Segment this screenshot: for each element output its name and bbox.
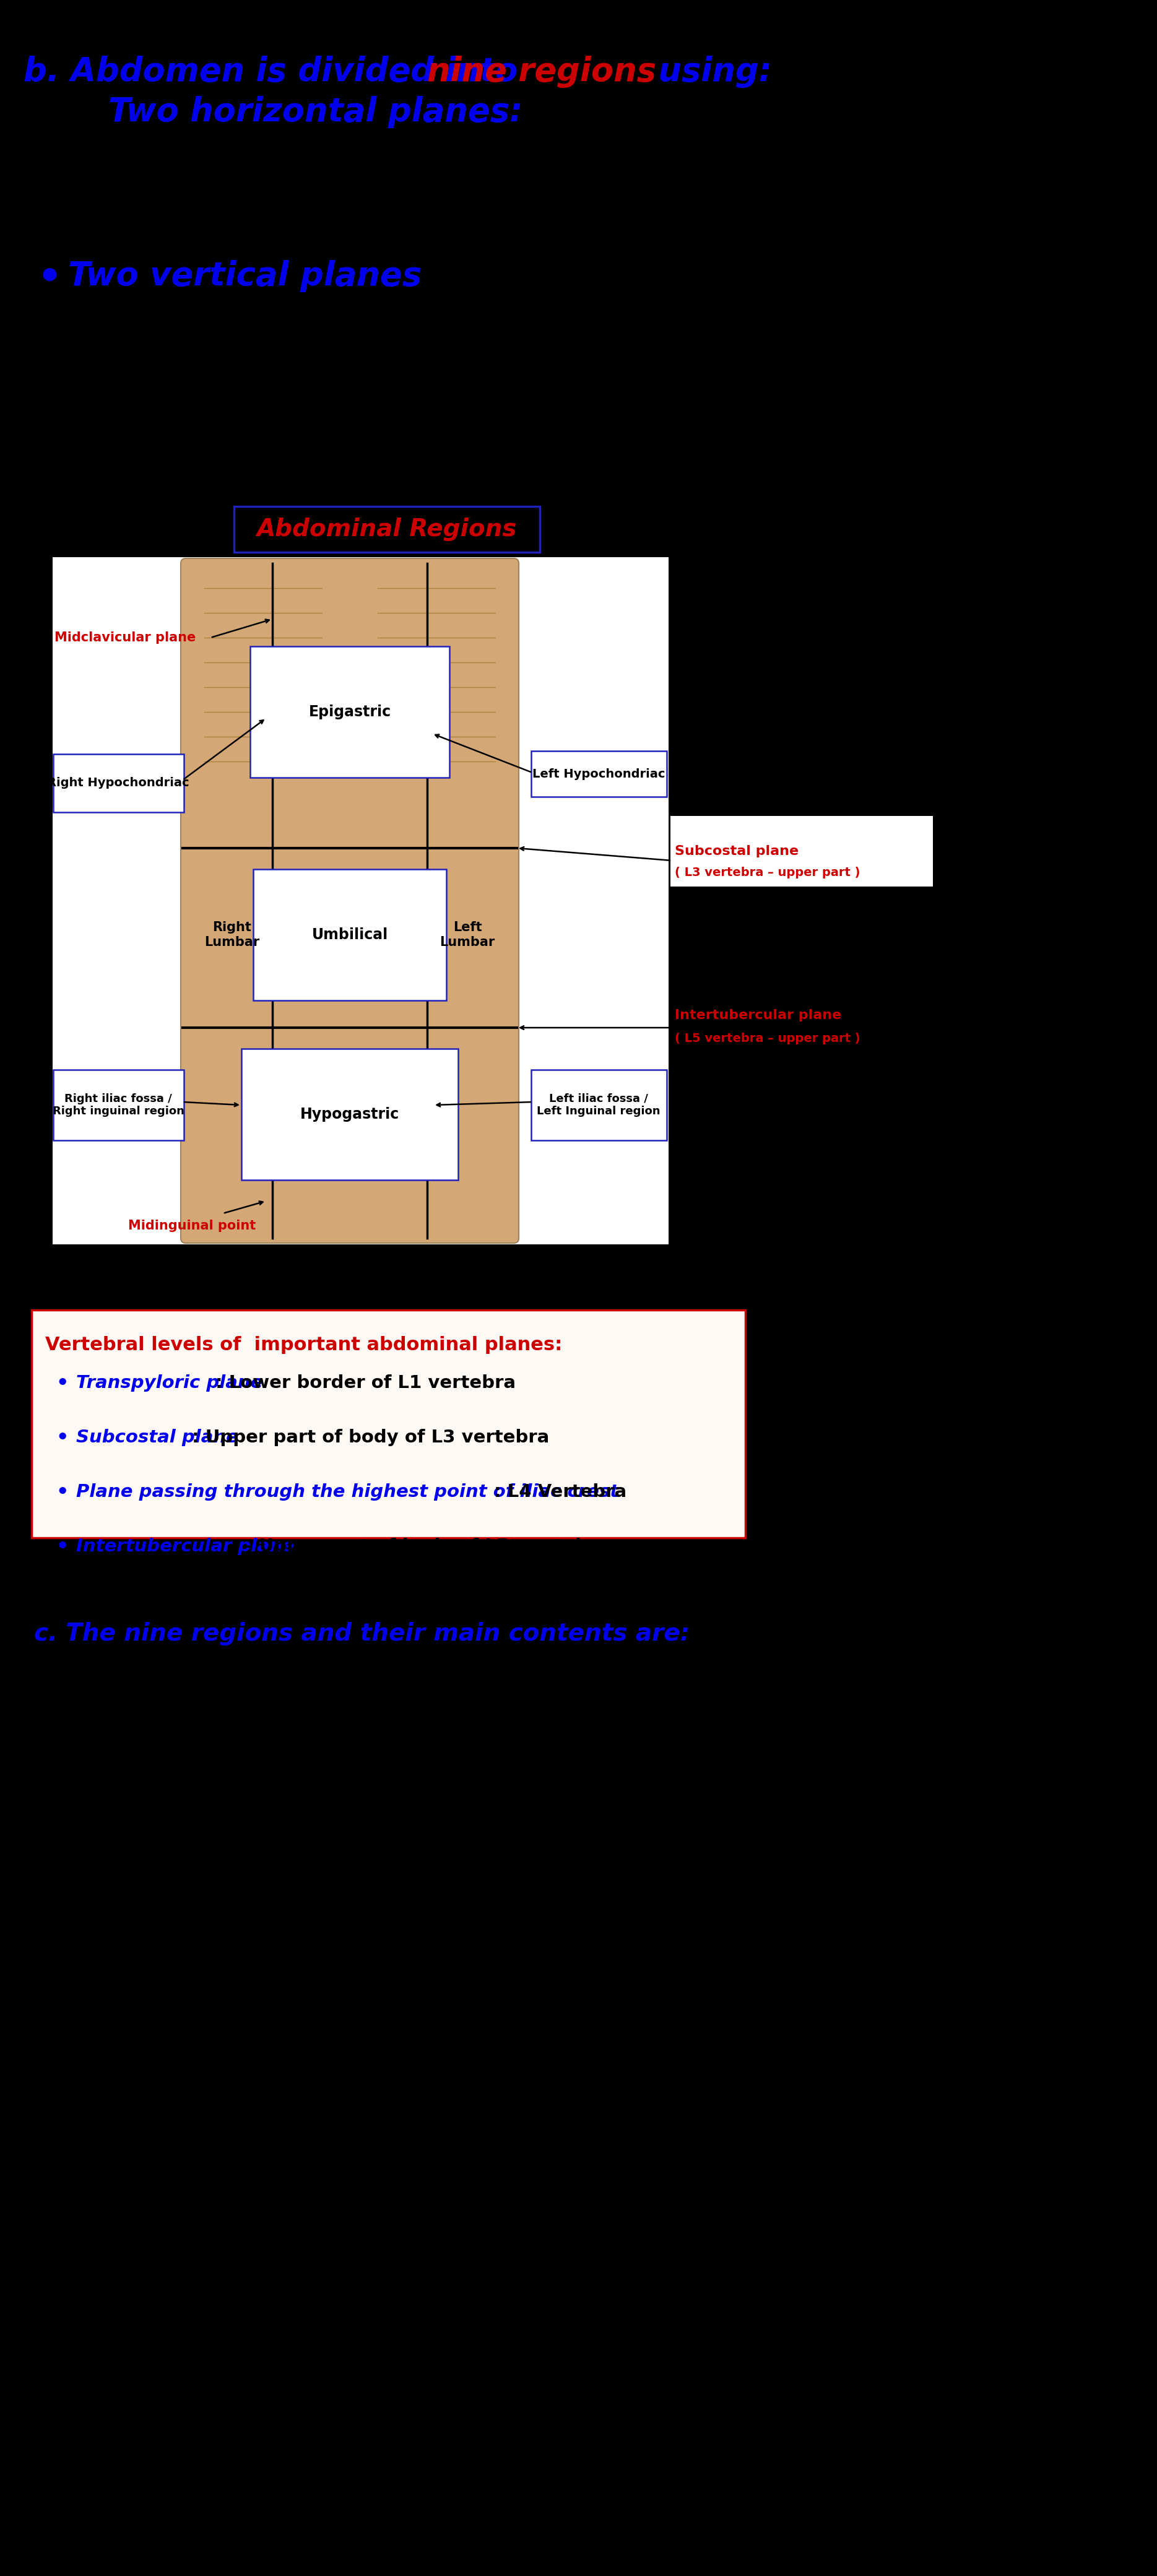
- Text: Left
Lumbar: Left Lumbar: [440, 922, 495, 948]
- Text: •: •: [37, 260, 61, 296]
- Text: Two vertical planes: Two vertical planes: [68, 260, 421, 291]
- Text: •: •: [56, 1484, 68, 1502]
- Text: : L4 Vertebra: : L4 Vertebra: [494, 1484, 627, 1502]
- Text: using:: using:: [647, 57, 772, 88]
- Text: : Lower border of L1 vertebra: : Lower border of L1 vertebra: [215, 1376, 516, 1391]
- Text: •: •: [56, 1430, 68, 1448]
- Text: Left iliac fossa /
Left Inguinal region: Left iliac fossa / Left Inguinal region: [537, 1092, 661, 1118]
- Text: Intertubercular plane: Intertubercular plane: [76, 1538, 294, 1556]
- Text: Hypogastric: Hypogastric: [300, 1108, 399, 1121]
- Text: Plane passing through the highest point of iliac crest: Plane passing through the highest point …: [76, 1484, 619, 1502]
- Text: Intertubercular plane: Intertubercular plane: [675, 1010, 841, 1023]
- Text: Right
Lumbar: Right Lumbar: [205, 922, 260, 948]
- Text: c. The nine regions and their main contents are:: c. The nine regions and their main conte…: [34, 1623, 690, 1646]
- FancyBboxPatch shape: [531, 1069, 666, 1141]
- FancyBboxPatch shape: [180, 559, 518, 1244]
- Text: •: •: [56, 1538, 68, 1556]
- FancyBboxPatch shape: [53, 1069, 184, 1141]
- Text: ( L5 vertebra – upper part ): ( L5 vertebra – upper part ): [675, 1033, 861, 1043]
- FancyBboxPatch shape: [31, 1311, 745, 1538]
- FancyBboxPatch shape: [670, 817, 933, 886]
- Text: Umbilical: Umbilical: [311, 927, 388, 943]
- Text: nine regions: nine regions: [427, 57, 656, 88]
- Text: •: •: [56, 1376, 68, 1394]
- Text: Midclavicular plane: Midclavicular plane: [54, 631, 196, 644]
- Text: ( L3 vertebra – upper part ): ( L3 vertebra – upper part ): [675, 866, 860, 878]
- FancyBboxPatch shape: [531, 752, 666, 796]
- Text: Epigastric: Epigastric: [309, 703, 391, 719]
- FancyBboxPatch shape: [53, 755, 184, 811]
- Text: Vertebral levels of  important abdominal planes:: Vertebral levels of important abdominal …: [45, 1337, 562, 1355]
- Text: Abdominal Regions: Abdominal Regions: [257, 518, 517, 541]
- Text: : Upper part of body of L3 vertebra: : Upper part of body of L3 vertebra: [192, 1430, 550, 1445]
- FancyBboxPatch shape: [52, 556, 669, 1244]
- Text: - Upper part of body of L5  vertebra: - Upper part of body of L5 vertebra: [238, 1538, 609, 1556]
- Text: Left Hypochondriac: Left Hypochondriac: [532, 768, 665, 781]
- Text: Midinguinal point: Midinguinal point: [128, 1218, 256, 1231]
- Text: Subcostal plane: Subcostal plane: [675, 845, 798, 858]
- Text: Two horizontal planes:: Two horizontal planes:: [109, 95, 523, 129]
- Text: :: :: [356, 260, 369, 291]
- FancyBboxPatch shape: [234, 507, 540, 551]
- Text: Subcostal plane: Subcostal plane: [76, 1430, 238, 1445]
- Text: b. Abdomen is divided into: b. Abdomen is divided into: [23, 57, 529, 88]
- Text: Right Hypochondriac: Right Hypochondriac: [47, 778, 190, 788]
- Text: Right iliac fossa /
Right inguinal region: Right iliac fossa / Right inguinal regio…: [52, 1092, 184, 1118]
- Text: Transpyloric plane: Transpyloric plane: [76, 1376, 263, 1391]
